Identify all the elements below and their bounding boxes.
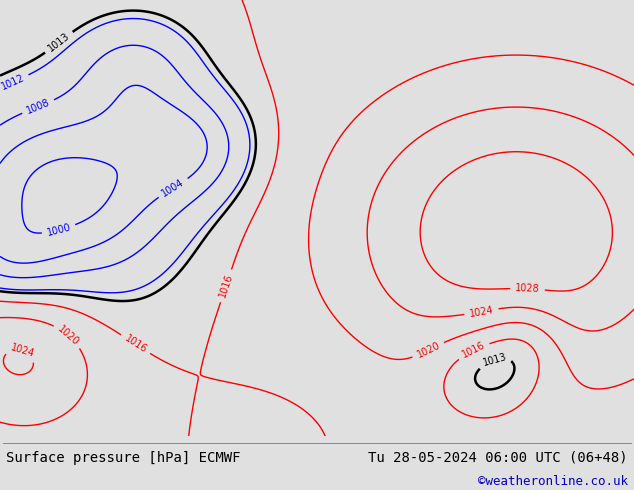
Text: 1000: 1000 <box>46 222 72 238</box>
Text: Tu 28-05-2024 06:00 UTC (06+48): Tu 28-05-2024 06:00 UTC (06+48) <box>368 451 628 465</box>
Text: ©weatheronline.co.uk: ©weatheronline.co.uk <box>477 475 628 489</box>
Text: 1024: 1024 <box>9 343 36 359</box>
Text: 1008: 1008 <box>25 98 51 116</box>
Text: 1028: 1028 <box>515 283 540 294</box>
Text: 1013: 1013 <box>46 31 72 54</box>
Text: Surface pressure [hPa] ECMWF: Surface pressure [hPa] ECMWF <box>6 451 241 465</box>
Text: 1013: 1013 <box>481 352 508 368</box>
Text: 1004: 1004 <box>160 177 186 199</box>
Text: 1012: 1012 <box>0 73 26 92</box>
Text: 1016: 1016 <box>460 341 487 360</box>
Text: 1024: 1024 <box>469 305 495 318</box>
Text: 1016: 1016 <box>217 272 235 299</box>
Text: 1020: 1020 <box>415 340 441 360</box>
Text: 1020: 1020 <box>56 323 81 347</box>
Text: 1016: 1016 <box>122 333 148 355</box>
